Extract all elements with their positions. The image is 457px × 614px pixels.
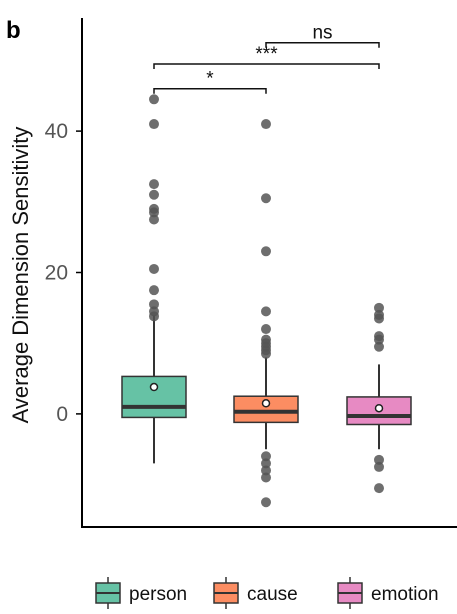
mean-point (261, 399, 271, 408)
y-axis-title: Average Dimension Sensitivity (8, 127, 33, 424)
significance-label: * (206, 69, 214, 90)
y-tick-label: 40 (45, 120, 68, 143)
outlier-point (374, 483, 384, 494)
outlier-point (149, 214, 159, 225)
outlier-point (261, 193, 271, 204)
bracket-line (153, 63, 380, 69)
outlier-point (374, 341, 384, 352)
significance-bracket: * (153, 69, 267, 94)
outlier-point (149, 311, 159, 322)
significance-bracket: ns (265, 23, 380, 48)
box-body (121, 375, 187, 419)
box-emotion (346, 302, 412, 494)
y-ticks: 0 20 40 (45, 120, 82, 426)
outlier-point (261, 119, 271, 130)
legend-item-person: person (95, 577, 187, 609)
significance-label: ns (312, 23, 332, 44)
outlier-point (149, 207, 159, 218)
mean-point (149, 382, 159, 392)
outlier-point (261, 246, 271, 257)
outlier-point (261, 306, 271, 317)
outlier-point (374, 302, 384, 313)
bracket-line (265, 41, 380, 48)
significance-bracket: *** (153, 44, 380, 69)
outlier-point (149, 189, 159, 200)
legend-label: emotion (371, 584, 439, 605)
outlier-point (261, 465, 271, 476)
y-tick-label: 0 (56, 403, 68, 426)
outlier-point (261, 324, 271, 335)
outlier-point (149, 285, 159, 296)
outlier-point (374, 313, 384, 324)
outlier-point (149, 179, 159, 190)
outlier-point (261, 451, 271, 462)
outlier-point (374, 461, 384, 472)
mean-point (374, 403, 384, 413)
outlier-point (374, 454, 384, 465)
bracket-line (153, 87, 267, 94)
outlier-point (261, 472, 271, 483)
outlier-point (149, 119, 159, 130)
outlier-point (149, 263, 159, 274)
outlier-point (261, 458, 271, 469)
legend-label: cause (247, 584, 298, 605)
outlier-point (374, 334, 384, 345)
box-person (121, 94, 187, 464)
boxes (121, 94, 412, 508)
panel-label: b (6, 17, 21, 44)
outlier-point (261, 497, 271, 508)
legend-item-cause: cause (213, 577, 298, 609)
significance-label: *** (255, 44, 278, 65)
significance-brackets: ****ns (153, 23, 380, 94)
outlier-point (149, 94, 159, 105)
outlier-point (149, 299, 159, 310)
legend-label: person (129, 584, 187, 605)
legend-item-emotion: emotion (337, 577, 439, 609)
outlier-point (261, 348, 271, 359)
y-tick-label: 20 (45, 262, 68, 285)
legend: person cause emotion (95, 577, 439, 609)
box-cause (233, 119, 299, 508)
box-body (233, 395, 299, 424)
